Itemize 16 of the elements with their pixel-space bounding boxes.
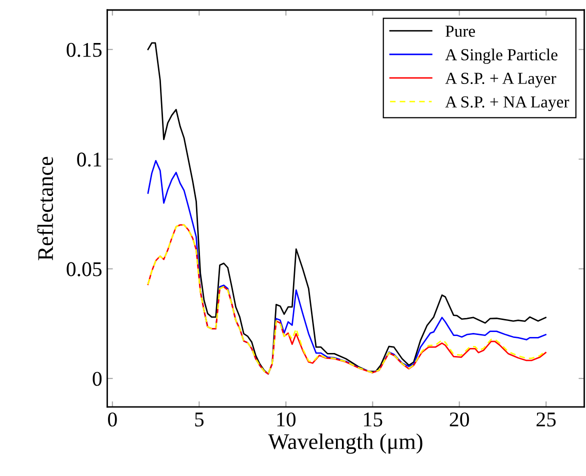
y-axis-title: Reflectance [37, 156, 54, 260]
x-tick-label: 0 [108, 412, 117, 427]
legend-label: A S.P. + A Layer [445, 72, 556, 88]
x-tick-label: 10 [277, 412, 296, 427]
y-tick-label: 0.15 [66, 42, 102, 57]
x-tick-label: 20 [450, 412, 469, 427]
x-axis-title: Wavelength (μm) [268, 434, 422, 454]
y-tick-label: 0 [92, 372, 102, 386]
x-tick-label: 25 [536, 412, 556, 427]
x-tick-label: 5 [195, 412, 204, 427]
legend-label: A Single Particle [445, 48, 558, 64]
legend-label: A S.P. + NA Layer [445, 96, 570, 111]
legend-label: Pure [446, 26, 475, 37]
x-tick-label: 15 [364, 412, 382, 427]
y-tick-label: 0.1 [77, 152, 102, 167]
y-tick-label: 0.05 [66, 262, 102, 276]
